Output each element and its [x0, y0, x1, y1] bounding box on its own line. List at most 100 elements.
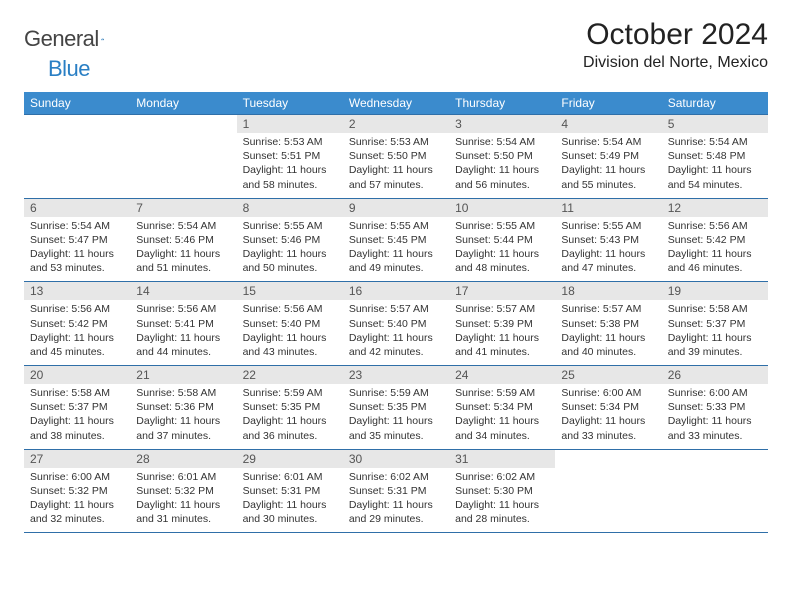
sunrise-line: Sunrise: 5:54 AM — [668, 135, 762, 149]
day-number-cell: 22 — [237, 366, 343, 385]
day-detail-cell: Sunrise: 6:02 AMSunset: 5:31 PMDaylight:… — [343, 468, 449, 533]
day-detail-cell: Sunrise: 6:00 AMSunset: 5:33 PMDaylight:… — [662, 384, 768, 449]
day-number-cell: 28 — [130, 449, 236, 468]
daylight-line: Daylight: 11 hours and 41 minutes. — [455, 331, 549, 359]
sunrise-line: Sunrise: 5:57 AM — [455, 302, 549, 316]
dow-header-row: SundayMondayTuesdayWednesdayThursdayFrid… — [24, 92, 768, 115]
sunrise-line: Sunrise: 5:55 AM — [243, 219, 337, 233]
day-detail-cell: Sunrise: 5:54 AMSunset: 5:49 PMDaylight:… — [555, 133, 661, 198]
brand-text-part2: Blue — [48, 56, 90, 81]
sunset-line: Sunset: 5:40 PM — [349, 317, 443, 331]
day-detail-cell: Sunrise: 5:56 AMSunset: 5:40 PMDaylight:… — [237, 300, 343, 365]
week-daynum-row: 20212223242526 — [24, 366, 768, 385]
daylight-line: Daylight: 11 hours and 54 minutes. — [668, 163, 762, 191]
day-number-cell: 6 — [24, 198, 130, 217]
daylight-line: Daylight: 11 hours and 33 minutes. — [561, 414, 655, 442]
day-number-cell: 21 — [130, 366, 236, 385]
day-number-cell: 25 — [555, 366, 661, 385]
daylight-line: Daylight: 11 hours and 48 minutes. — [455, 247, 549, 275]
day-number-cell — [662, 449, 768, 468]
brand-sail-icon — [101, 32, 104, 46]
day-number-cell: 12 — [662, 198, 768, 217]
dow-header-cell: Friday — [555, 92, 661, 115]
sunset-line: Sunset: 5:31 PM — [243, 484, 337, 498]
sunset-line: Sunset: 5:33 PM — [668, 400, 762, 414]
dow-header-cell: Tuesday — [237, 92, 343, 115]
daylight-line: Daylight: 11 hours and 47 minutes. — [561, 247, 655, 275]
week-detail-row: Sunrise: 6:00 AMSunset: 5:32 PMDaylight:… — [24, 468, 768, 533]
day-detail-cell: Sunrise: 5:56 AMSunset: 5:41 PMDaylight:… — [130, 300, 236, 365]
sunrise-line: Sunrise: 5:59 AM — [243, 386, 337, 400]
sunrise-line: Sunrise: 5:54 AM — [561, 135, 655, 149]
day-detail-cell — [662, 468, 768, 533]
day-detail-cell: Sunrise: 5:55 AMSunset: 5:46 PMDaylight:… — [237, 217, 343, 282]
day-number-cell: 10 — [449, 198, 555, 217]
day-detail-cell: Sunrise: 5:53 AMSunset: 5:50 PMDaylight:… — [343, 133, 449, 198]
sunset-line: Sunset: 5:44 PM — [455, 233, 549, 247]
sunrise-line: Sunrise: 5:56 AM — [30, 302, 124, 316]
day-number-cell: 20 — [24, 366, 130, 385]
daylight-line: Daylight: 11 hours and 42 minutes. — [349, 331, 443, 359]
day-detail-cell — [24, 133, 130, 198]
daylight-line: Daylight: 11 hours and 35 minutes. — [349, 414, 443, 442]
day-number-cell: 19 — [662, 282, 768, 301]
sunset-line: Sunset: 5:37 PM — [30, 400, 124, 414]
sunrise-line: Sunrise: 5:56 AM — [668, 219, 762, 233]
location-label: Division del Norte, Mexico — [583, 54, 768, 72]
day-number-cell: 1 — [237, 115, 343, 134]
day-detail-cell: Sunrise: 6:02 AMSunset: 5:30 PMDaylight:… — [449, 468, 555, 533]
day-detail-cell: Sunrise: 5:57 AMSunset: 5:39 PMDaylight:… — [449, 300, 555, 365]
week-daynum-row: 12345 — [24, 115, 768, 134]
sunset-line: Sunset: 5:49 PM — [561, 149, 655, 163]
day-number-cell — [555, 449, 661, 468]
day-number-cell: 7 — [130, 198, 236, 217]
sunrise-line: Sunrise: 6:00 AM — [668, 386, 762, 400]
sunset-line: Sunset: 5:46 PM — [243, 233, 337, 247]
dow-header-cell: Sunday — [24, 92, 130, 115]
daylight-line: Daylight: 11 hours and 38 minutes. — [30, 414, 124, 442]
week-daynum-row: 13141516171819 — [24, 282, 768, 301]
day-detail-cell: Sunrise: 5:59 AMSunset: 5:35 PMDaylight:… — [343, 384, 449, 449]
week-detail-row: Sunrise: 5:53 AMSunset: 5:51 PMDaylight:… — [24, 133, 768, 198]
sunset-line: Sunset: 5:31 PM — [349, 484, 443, 498]
day-number-cell: 4 — [555, 115, 661, 134]
sunrise-line: Sunrise: 5:56 AM — [136, 302, 230, 316]
sunset-line: Sunset: 5:42 PM — [668, 233, 762, 247]
day-number-cell: 15 — [237, 282, 343, 301]
day-number-cell — [24, 115, 130, 134]
daylight-line: Daylight: 11 hours and 58 minutes. — [243, 163, 337, 191]
daylight-line: Daylight: 11 hours and 53 minutes. — [30, 247, 124, 275]
day-detail-cell: Sunrise: 5:57 AMSunset: 5:38 PMDaylight:… — [555, 300, 661, 365]
daylight-line: Daylight: 11 hours and 49 minutes. — [349, 247, 443, 275]
dow-header-cell: Wednesday — [343, 92, 449, 115]
day-number-cell: 29 — [237, 449, 343, 468]
sunset-line: Sunset: 5:39 PM — [455, 317, 549, 331]
day-detail-cell: Sunrise: 6:00 AMSunset: 5:32 PMDaylight:… — [24, 468, 130, 533]
day-detail-cell: Sunrise: 5:56 AMSunset: 5:42 PMDaylight:… — [662, 217, 768, 282]
sunrise-line: Sunrise: 5:53 AM — [349, 135, 443, 149]
daylight-line: Daylight: 11 hours and 31 minutes. — [136, 498, 230, 526]
sunrise-line: Sunrise: 5:54 AM — [30, 219, 124, 233]
sunrise-line: Sunrise: 5:58 AM — [668, 302, 762, 316]
brand-logo: General — [24, 26, 121, 52]
day-detail-cell: Sunrise: 5:54 AMSunset: 5:47 PMDaylight:… — [24, 217, 130, 282]
sunrise-line: Sunrise: 5:55 AM — [455, 219, 549, 233]
day-detail-cell: Sunrise: 6:01 AMSunset: 5:32 PMDaylight:… — [130, 468, 236, 533]
day-number-cell: 27 — [24, 449, 130, 468]
sunset-line: Sunset: 5:32 PM — [30, 484, 124, 498]
day-detail-cell: Sunrise: 5:55 AMSunset: 5:43 PMDaylight:… — [555, 217, 661, 282]
sunset-line: Sunset: 5:42 PM — [30, 317, 124, 331]
sunset-line: Sunset: 5:34 PM — [455, 400, 549, 414]
day-detail-cell: Sunrise: 5:56 AMSunset: 5:42 PMDaylight:… — [24, 300, 130, 365]
daylight-line: Daylight: 11 hours and 39 minutes. — [668, 331, 762, 359]
sunrise-line: Sunrise: 5:54 AM — [455, 135, 549, 149]
sunset-line: Sunset: 5:50 PM — [349, 149, 443, 163]
dow-header-cell: Saturday — [662, 92, 768, 115]
day-detail-cell: Sunrise: 5:59 AMSunset: 5:34 PMDaylight:… — [449, 384, 555, 449]
daylight-line: Daylight: 11 hours and 46 minutes. — [668, 247, 762, 275]
day-number-cell: 9 — [343, 198, 449, 217]
sunset-line: Sunset: 5:35 PM — [243, 400, 337, 414]
day-detail-cell — [130, 133, 236, 198]
day-number-cell: 23 — [343, 366, 449, 385]
day-number-cell: 16 — [343, 282, 449, 301]
